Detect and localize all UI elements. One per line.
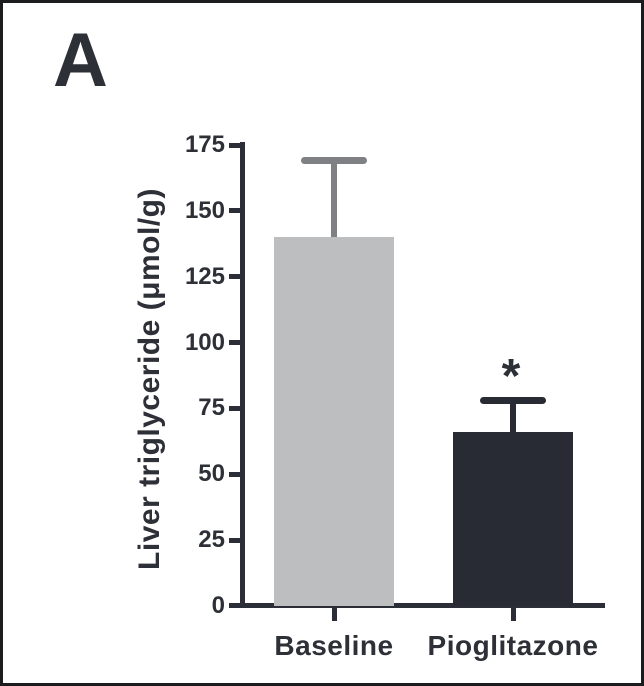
panel-label: A: [53, 18, 108, 103]
x-category-label-pioglitazone: Pioglitazone: [427, 630, 599, 661]
x-category-label-baseline: Baseline: [274, 630, 394, 661]
y-tick-label: 125: [184, 262, 225, 290]
x-tick-baseline: [331, 608, 337, 621]
bar-pioglitazone: [453, 432, 573, 606]
y-tick-label: 75: [198, 394, 225, 422]
error-bar-stem-pioglitazone: [510, 400, 516, 433]
y-tick: [229, 340, 243, 346]
significance-asterisk: *: [501, 350, 521, 404]
y-tick-label: 50: [198, 460, 225, 488]
y-tick: [229, 274, 243, 280]
y-axis-title: Liver triglyceride (μmol/g): [133, 188, 166, 570]
y-tick-label: 0: [211, 592, 225, 619]
y-tick: [229, 208, 243, 214]
y-tick: [229, 537, 243, 543]
y-tick-label: 175: [184, 131, 225, 158]
y-tick: [229, 405, 243, 411]
y-tick-label: 150: [184, 196, 225, 224]
x-tick-pioglitazone: [510, 608, 516, 621]
y-tick-label: 100: [184, 328, 225, 356]
error-bar-cap-baseline: [301, 157, 367, 165]
y-tick: [229, 142, 243, 148]
y-axis-line: [240, 142, 245, 608]
bar-baseline: [274, 237, 394, 606]
y-tick-label: 25: [198, 526, 225, 554]
error-bar-cap-pioglitazone: [480, 397, 546, 405]
x-axis-line: [229, 603, 605, 608]
error-bar-stem-baseline: [331, 160, 337, 238]
y-tick: [229, 471, 243, 477]
